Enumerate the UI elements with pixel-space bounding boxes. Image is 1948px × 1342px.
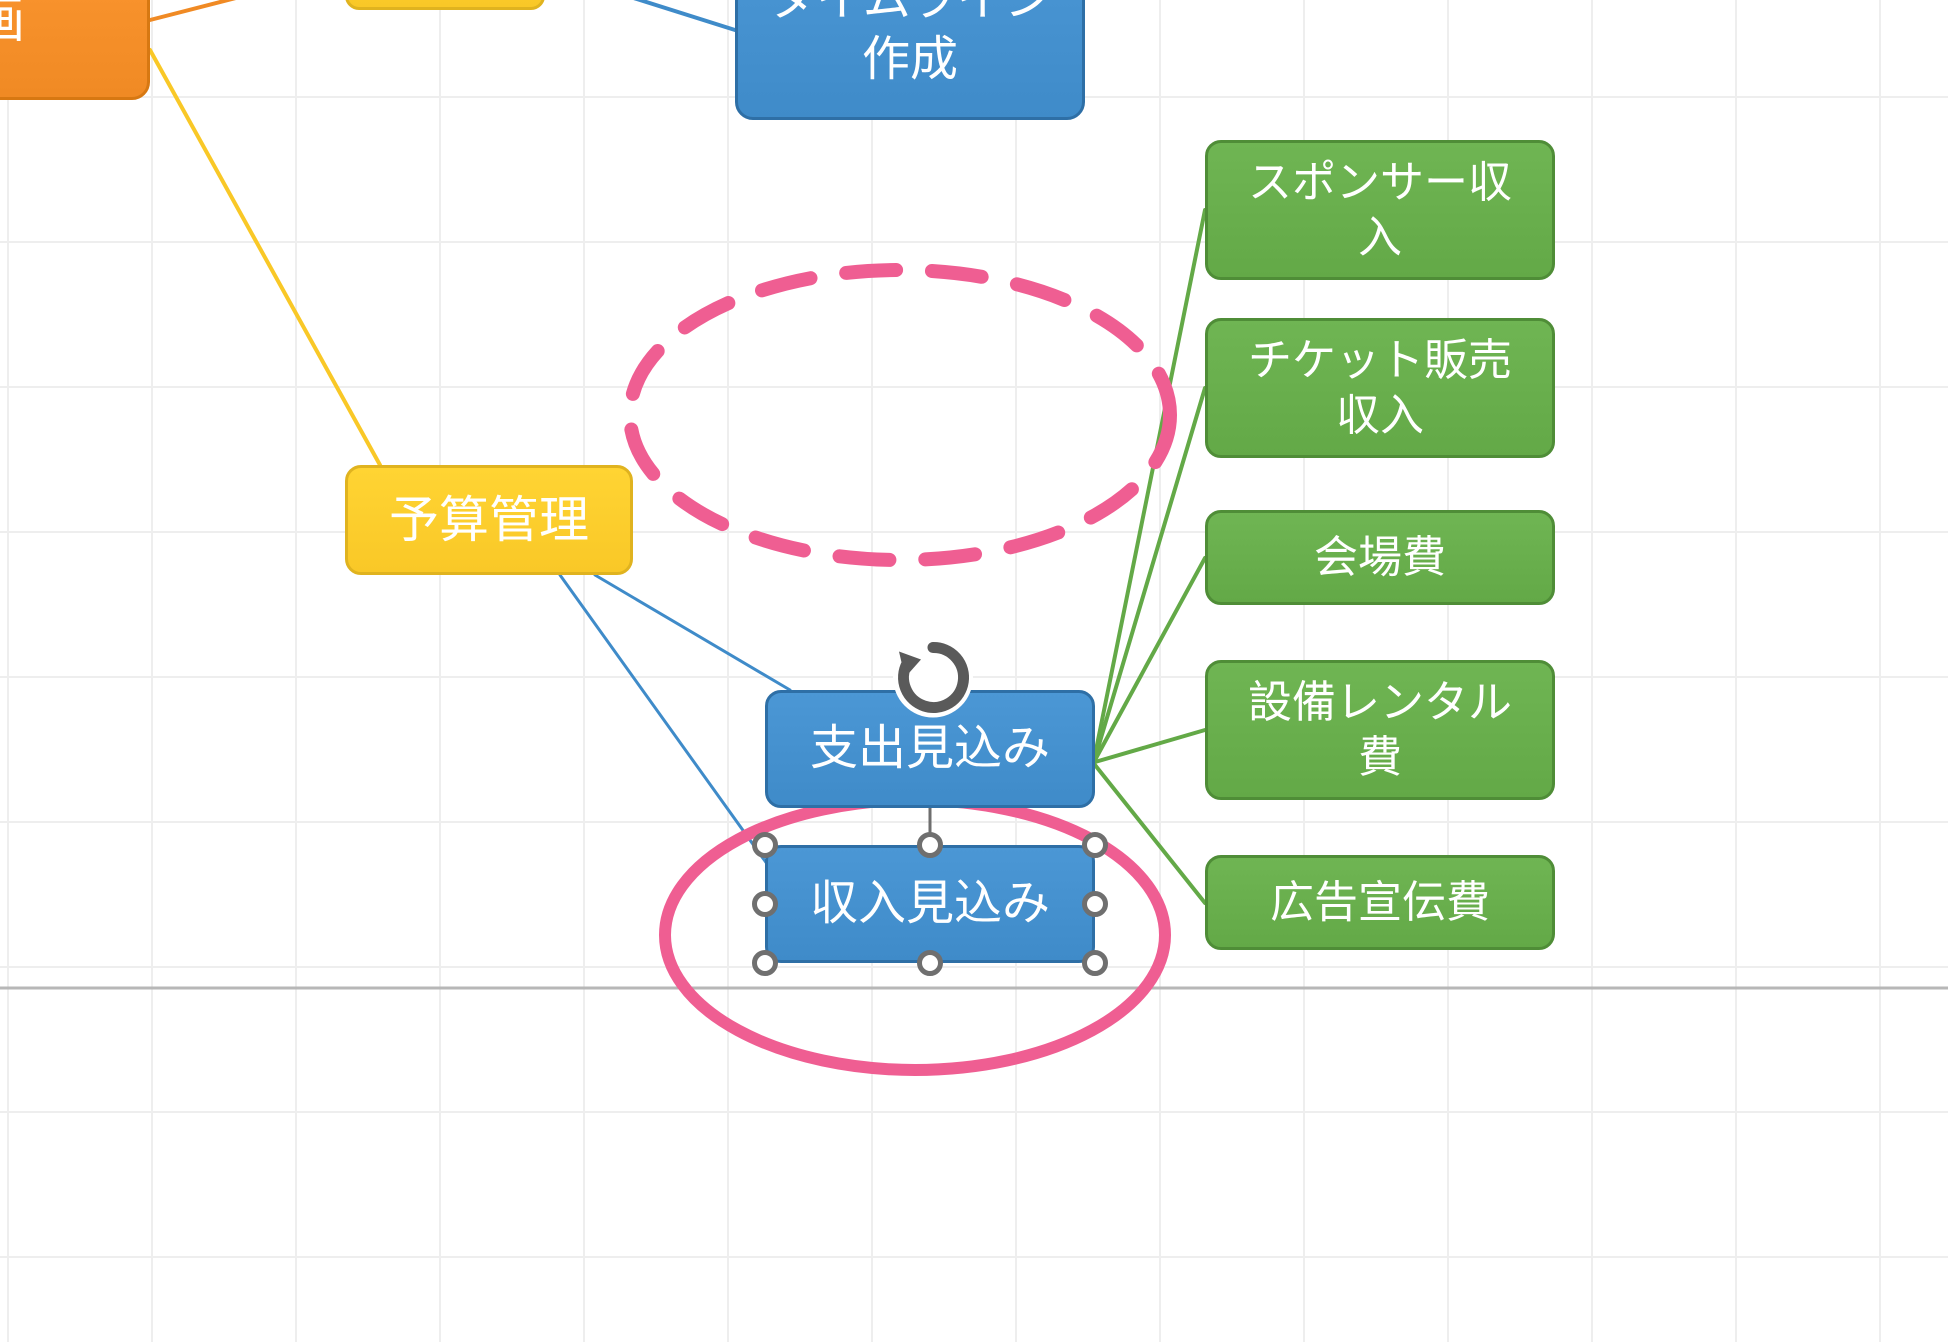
selection-handle[interactable] [1082, 950, 1108, 976]
selection-handle[interactable] [917, 832, 943, 858]
node-sponsor[interactable]: スポンサー収 入 [1205, 140, 1555, 280]
node-income[interactable]: 収入見込み [765, 845, 1095, 963]
rotate-handle-icon[interactable] [889, 634, 977, 727]
node-budget[interactable]: 予算管理 [345, 465, 633, 575]
node-advert[interactable]: 広告宣伝費 [1205, 855, 1555, 950]
node-timeline[interactable]: タイムライン 作成 [735, 0, 1085, 120]
selection-handle[interactable] [752, 891, 778, 917]
selection-handle[interactable] [1082, 832, 1108, 858]
selection-handle[interactable] [752, 950, 778, 976]
node-yellow_small[interactable] [345, 0, 545, 10]
annotation-dashed-ellipse [630, 270, 1170, 560]
selection-handle[interactable] [1082, 891, 1108, 917]
node-venue[interactable]: 会場費 [1205, 510, 1555, 605]
node-rental[interactable]: 設備レンタル 費 [1205, 660, 1555, 800]
selection-handle[interactable] [917, 950, 943, 976]
diagram-canvas[interactable]: 画タイムライン 作成予算管理支出見込み収入見込みスポンサー収 入チケット販売 収… [0, 0, 1948, 1342]
node-ticket[interactable]: チケット販売 収入 [1205, 318, 1555, 458]
selection-handle[interactable] [752, 832, 778, 858]
node-orange_root[interactable]: 画 [0, 0, 150, 100]
